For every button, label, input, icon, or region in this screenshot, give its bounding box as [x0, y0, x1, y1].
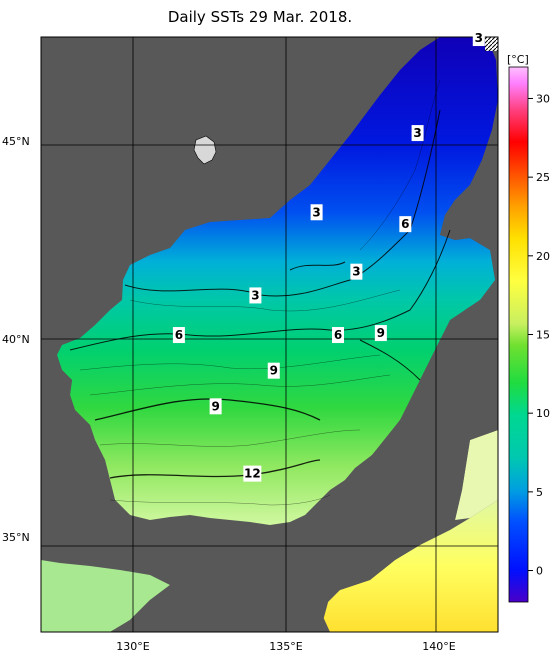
colorbar: [508, 66, 529, 603]
contour-label-box: [209, 398, 222, 415]
contour-label: 3: [352, 265, 360, 279]
map-title: Daily SSTs 29 Mar. 2018.: [167, 8, 353, 26]
minor-contours: [79, 79, 441, 506]
lake-khanka: [193, 135, 217, 165]
contour-label: 6: [175, 328, 183, 342]
lon-label: 135°E: [269, 640, 302, 653]
colorbar-tick-label: 5: [536, 486, 543, 499]
colorbar-tick-label: 25: [536, 171, 550, 184]
contour-label: 9: [211, 399, 219, 413]
contour-label-box: [411, 125, 424, 142]
contour-label-box: [350, 263, 363, 280]
contour-label: 3: [312, 205, 320, 219]
map-frame: [40, 36, 499, 633]
ice-hatch: [485, 37, 498, 51]
longitude-labels: 130°E 135°E 140°E: [116, 640, 455, 653]
contour-label: 6: [401, 217, 409, 231]
contour-label-box: [172, 327, 185, 344]
colorbar-tick-label: 30: [536, 92, 550, 105]
lat-label: 45°N: [2, 135, 30, 148]
colorbar-tick-label: 15: [536, 329, 550, 342]
contour-label-box: [374, 325, 387, 342]
contour-label-box: [243, 465, 262, 482]
contour-label-box: [332, 327, 345, 344]
colorbar-ticks: 30 25 20 15 10 5 0: [528, 92, 550, 578]
contour-label-box: [310, 204, 323, 221]
lon-label: 140°E: [422, 640, 455, 653]
land-western-japan: [110, 538, 330, 632]
lat-label: 35°N: [2, 531, 30, 544]
lat-label: 40°N: [2, 333, 30, 346]
land-korea: [41, 355, 130, 555]
contour-label: 9: [270, 364, 278, 378]
map-panel: [41, 37, 498, 632]
contour-label-box: [249, 287, 262, 304]
east-sea-strip: [455, 430, 498, 520]
contour-label: 3: [413, 126, 421, 140]
contour-labels: 3 3 3 6 3 3 6 6 9 9 9 12: [172, 30, 485, 482]
colorbar-tick-label: 20: [536, 250, 550, 263]
contour-label-box: [399, 216, 412, 233]
contour-label: 3: [251, 288, 259, 302]
colorbar-units: [°C]: [507, 53, 529, 66]
latitude-labels: 45°N 40°N 35°N: [2, 135, 30, 544]
lon-label: 130°E: [116, 640, 149, 653]
contour-label: 9: [377, 326, 385, 340]
colorbar-tick-label: 10: [536, 407, 550, 420]
graticule: [41, 37, 498, 632]
colorbar-tick-label: 0: [536, 565, 543, 578]
east-china-sea: [41, 560, 170, 632]
pacific-warm-water: [320, 500, 498, 632]
land-honshu: [280, 300, 498, 590]
contour-label-box: [472, 30, 485, 47]
land-hokkaido: [440, 100, 498, 250]
contour-label: 6: [334, 328, 342, 342]
contour-label-box: [267, 362, 280, 379]
contour-label: 12: [244, 467, 261, 481]
contour-label: 3: [475, 31, 483, 45]
